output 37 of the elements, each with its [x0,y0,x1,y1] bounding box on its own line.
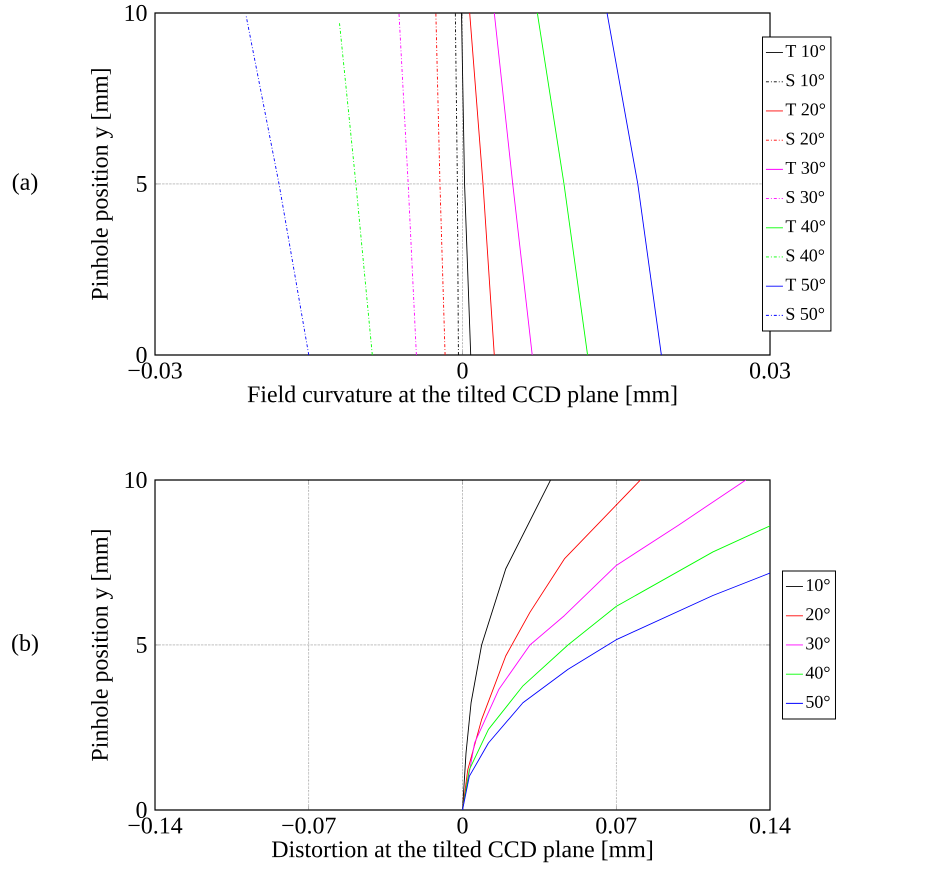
x-tick-label: −0.03 [128,362,182,379]
y-tick-label: 10 [126,4,147,22]
y-tick-label: 0 [136,346,147,364]
legend-label: S 10° [786,74,824,86]
legend-label: 50° [806,696,830,708]
legend-label: 20° [806,608,830,620]
x-tick-label: 0 [457,362,468,379]
legend-label: T 40° [786,220,826,232]
y-tick-label: 5 [136,176,147,192]
x-axis-title: Distortion at the tilted CCD plane [mm] [272,840,652,862]
x-tick-label: 0 [457,817,468,834]
x-axis-title: Field curvature at the tilted CCD plane [mm] [248,386,676,408]
legend-label: T 30° [786,162,826,174]
y-tick-label: 10 [126,472,147,488]
y-axis-title: Pinhole position y [mm] [91,530,113,761]
legend-label: T 20° [786,103,826,116]
x-tick-label: −0.14 [128,817,182,834]
legend-label: T 10° [786,44,826,58]
x-tick-label: 0.03 [750,362,790,379]
y-axis-title: Pinhole position y [mm] [91,69,113,300]
line-series [462,572,770,810]
legend-label: S 40° [786,249,824,262]
x-tick-label: 0.07 [596,817,636,834]
legend-label: 40° [806,666,830,679]
legend-label: T 50° [786,278,826,291]
legend-label: S 50° [786,308,824,320]
text: (b) [12,634,38,656]
x-tick-label: 0.14 [750,817,791,834]
legend-label: S 30° [786,190,824,204]
legend-label: S 20° [786,132,824,145]
x-tick-label: −0.07 [282,817,336,834]
legend-label: 30° [806,637,830,650]
line-series [462,480,641,810]
legend-label: 10° [806,578,830,592]
text: (a) [12,173,38,195]
y-tick-label: 5 [136,637,147,653]
y-tick-label: 0 [136,802,147,818]
